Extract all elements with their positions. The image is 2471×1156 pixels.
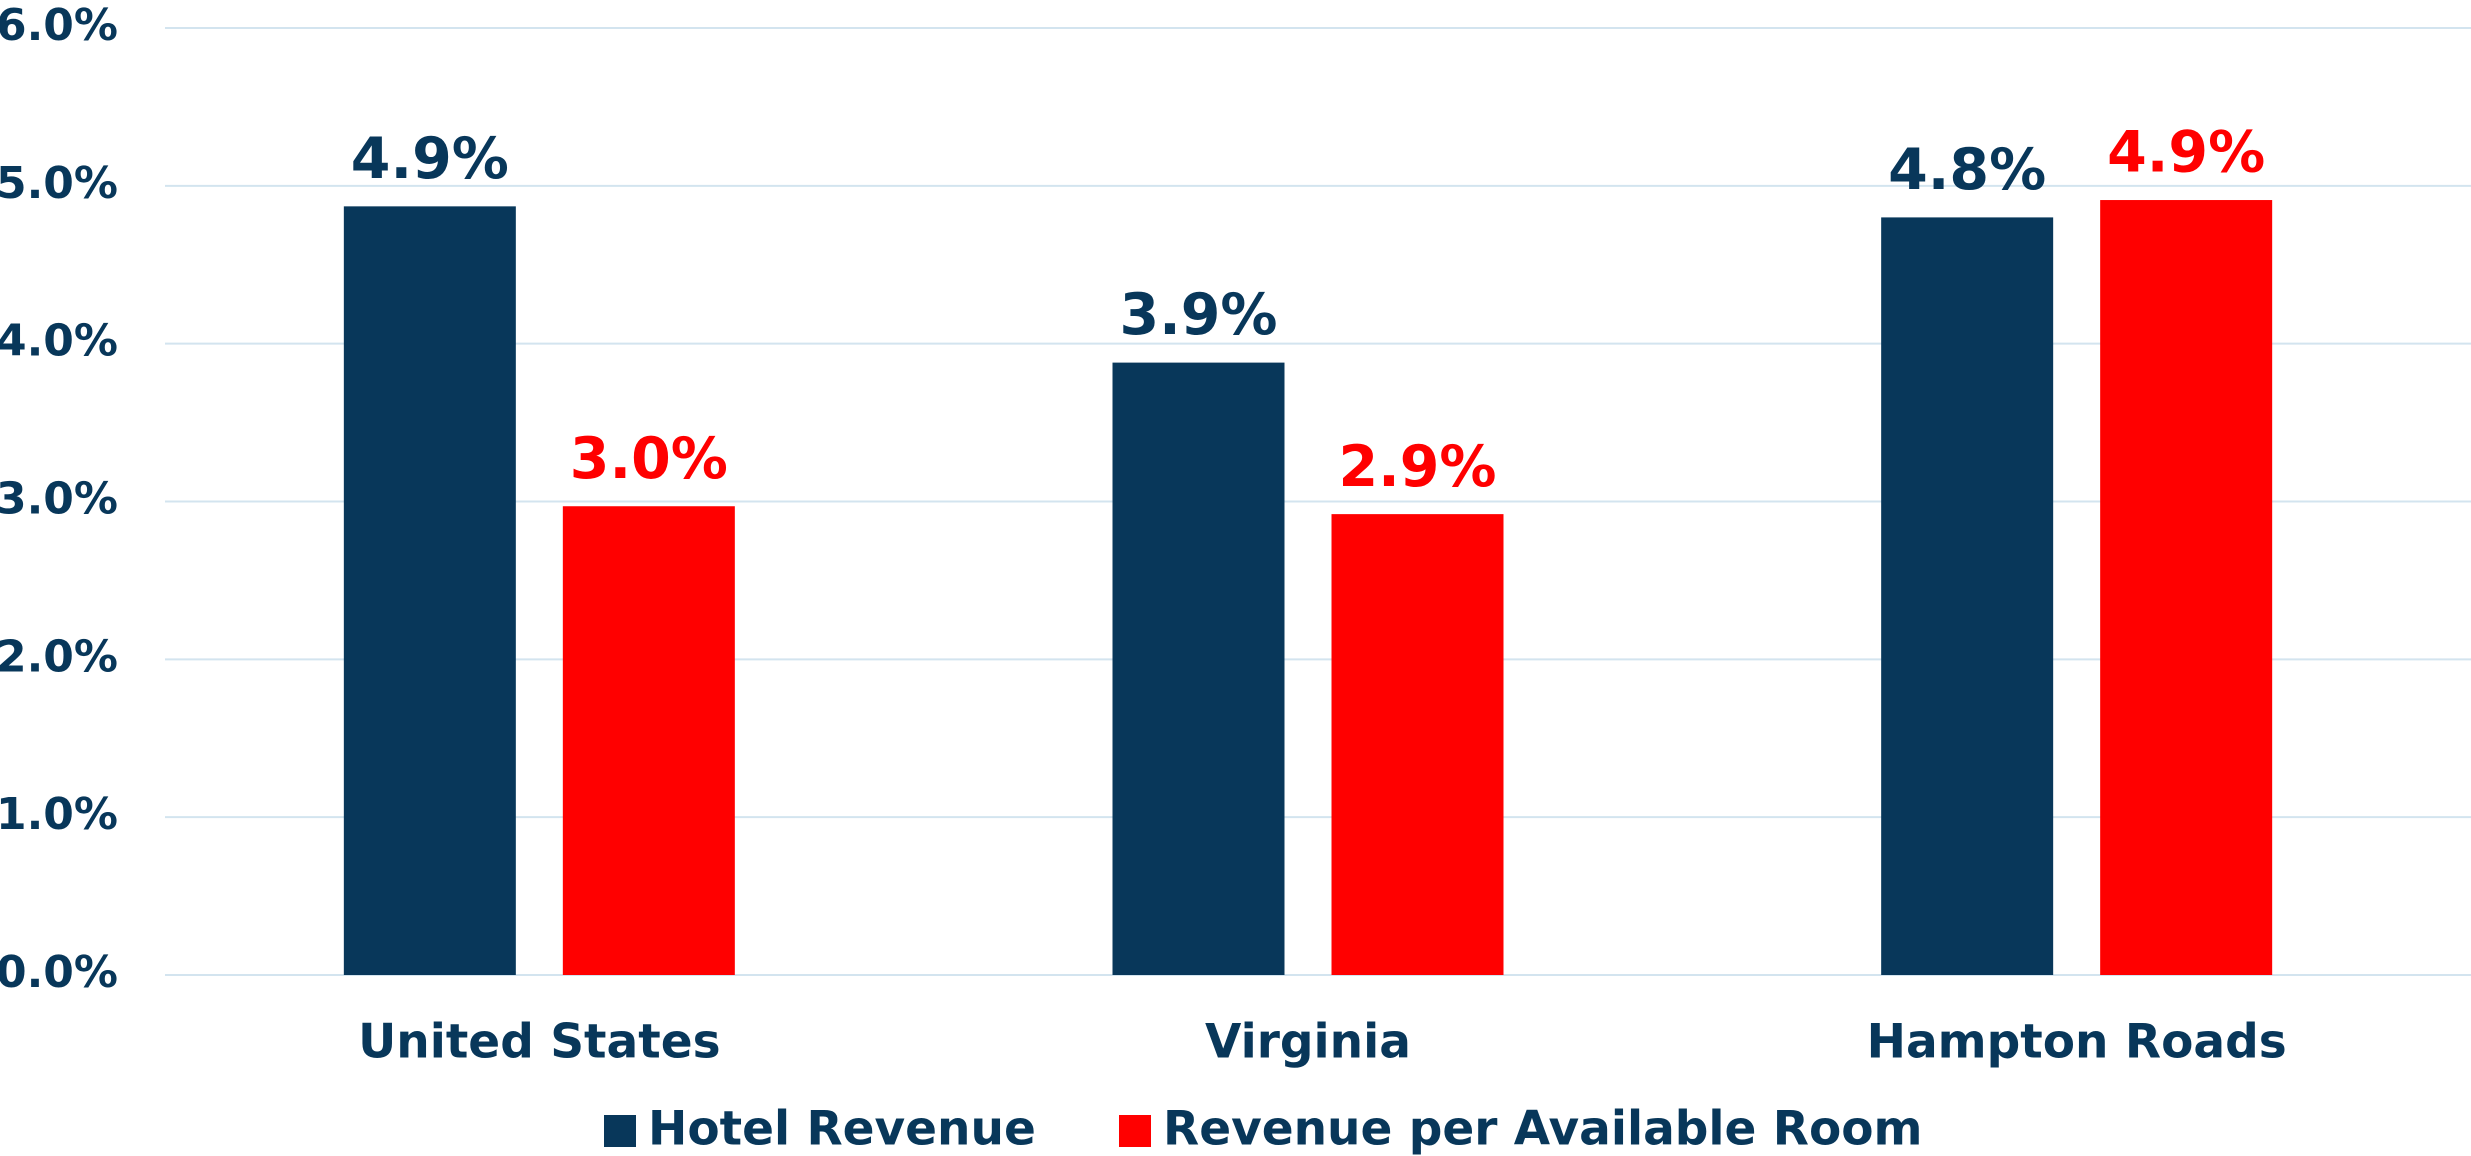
bar [2100,200,2273,975]
bar [1331,514,1504,975]
bar [562,506,735,975]
x-tick-label: Virginia [1205,1015,1411,1070]
data-label: 2.9% [1338,434,1496,500]
bar [1881,217,2054,975]
y-tick-label: 4.0% [0,316,118,367]
legend-label: Revenue per Available Room [1163,1102,1923,1156]
bar [343,206,516,975]
data-label: 3.9% [1119,282,1277,348]
y-tick-label: 1.0% [0,789,118,840]
y-tick-label: 2.0% [0,631,118,682]
x-tick-label: Hampton Roads [1867,1015,2287,1070]
legend-swatch [1119,1115,1151,1147]
data-label: 4.9% [2107,120,2265,186]
y-tick-label: 3.0% [0,474,118,525]
data-label: 3.0% [570,426,728,492]
y-tick-label: 6.0% [0,0,118,51]
legend-swatch [604,1115,636,1147]
data-label: 4.9% [351,126,509,192]
y-tick-label: 5.0% [0,158,118,209]
bar [1112,362,1285,975]
y-tick-label: 0.0% [0,947,118,998]
legend-label: Hotel Revenue [648,1102,1036,1156]
x-tick-label: United States [358,1015,720,1070]
data-label: 4.8% [1888,137,2046,203]
